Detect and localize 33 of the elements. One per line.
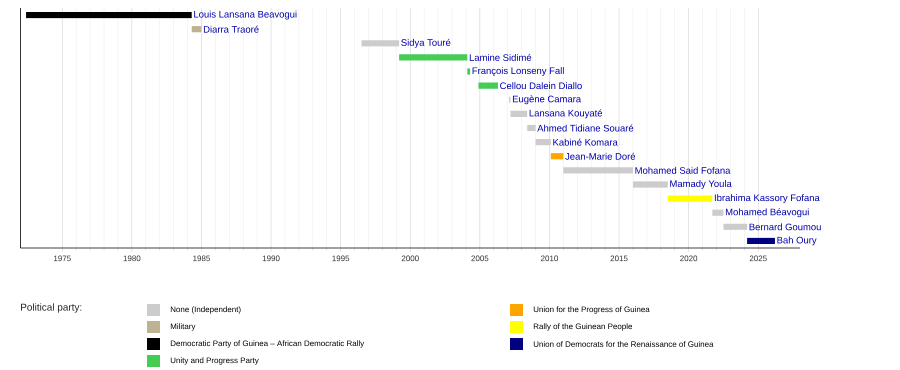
y-tick-label: Mohamed Béavogui <box>726 208 809 218</box>
bar <box>362 40 400 46</box>
bar <box>563 167 633 174</box>
bar <box>527 124 536 132</box>
bar <box>26 12 192 18</box>
y-tick-label: Bah Oury <box>777 236 817 246</box>
y-tick-label: Sidya Touré <box>401 38 450 48</box>
bar <box>399 54 468 61</box>
y-tick-label: Bernard Goumou <box>750 223 821 230</box>
y-tick-label: Ahmed Tidiane Souaré <box>537 124 634 132</box>
y-tick-label: Louis Lansana Beavogui <box>194 10 296 20</box>
bar <box>712 210 724 216</box>
bar <box>723 224 748 230</box>
y-tick-label: Mohamed Said Fofana <box>635 166 730 174</box>
y-tick-label: Ibrahima Kassory Fofana <box>714 194 820 204</box>
bar <box>510 110 528 117</box>
y-tick-label: Eugène Camara <box>512 95 582 104</box>
bar <box>668 195 712 202</box>
y-tick-label: Mamady Youla <box>670 180 732 189</box>
legend-title: Political party: <box>21 303 82 313</box>
bar <box>536 139 551 146</box>
y-tick-label: François Lonseny Fall <box>472 67 564 76</box>
y-tick-label: Jean-Marie Doré <box>565 152 636 160</box>
y-tick-label: Lansana Kouyaté <box>530 109 602 118</box>
y-tick-label: Diarra Traoré <box>204 26 259 33</box>
bar <box>478 82 498 89</box>
y-tick-label: Cellou Dalein Diallo <box>500 82 582 90</box>
y-tick-label: Lamine Sidimé <box>470 54 532 61</box>
bar <box>747 238 775 244</box>
bar <box>192 26 202 32</box>
bar <box>632 181 668 188</box>
y-tick-label: Kabiné Komara <box>553 138 618 146</box>
bar <box>550 153 564 160</box>
